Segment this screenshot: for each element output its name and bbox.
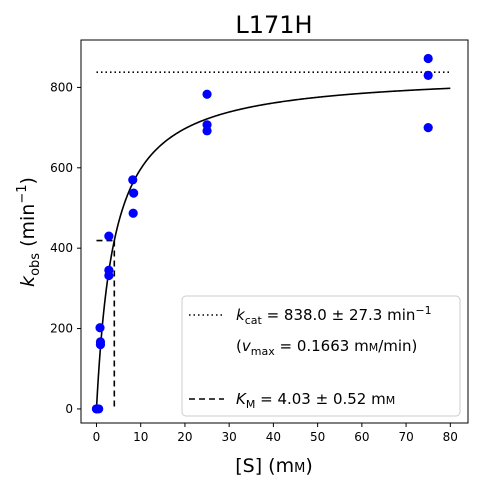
y-tick-label: 400 <box>50 241 73 255</box>
plot-frame <box>80 39 469 424</box>
data-point <box>423 70 433 80</box>
y-tick-label: 0 <box>65 402 73 416</box>
x-tick-label: 60 <box>354 430 369 444</box>
data-points <box>91 53 433 414</box>
data-point <box>423 53 433 64</box>
data-point <box>104 270 114 281</box>
fit-curve <box>95 87 451 409</box>
data-point <box>95 340 106 350</box>
x-tick-label: 50 <box>310 430 325 444</box>
x-tick-label: 10 <box>133 430 148 444</box>
guide-lines <box>96 71 451 409</box>
data-point <box>94 404 104 414</box>
data-point <box>128 208 138 218</box>
y-axis-label: kobs (min−1) <box>15 177 43 287</box>
y-tick-label: 800 <box>50 80 73 94</box>
y-tick-label: 200 <box>50 322 73 336</box>
data-point <box>128 175 138 185</box>
data-point <box>423 123 433 133</box>
data-point <box>95 323 105 333</box>
legend-km-text: KM = 4.03 ± 0.52 mM <box>236 390 395 411</box>
legend-box <box>181 295 461 417</box>
legend-vmax-text: (vmax = 0.1663 mM/min) <box>236 337 417 358</box>
y-tick-label: 600 <box>50 161 73 175</box>
data-point <box>202 89 212 99</box>
chart-title: L171H <box>235 11 312 39</box>
x-axis-label: [S] (mM) <box>235 455 313 477</box>
x-tick-label: 0 <box>93 430 101 444</box>
x-tick-label: 20 <box>177 430 192 444</box>
x-tick-label: 80 <box>443 430 458 444</box>
data-point <box>104 231 114 241</box>
x-tick-label: 40 <box>266 430 281 444</box>
x-tick-label: 30 <box>222 430 237 444</box>
data-point <box>202 126 212 136</box>
legend-kcat-text: kcat = 838.0 ± 27.3 min−1 <box>236 304 432 327</box>
legend: kcat = 838.0 ± 27.3 min−1 (vmax = 0.1663… <box>181 295 461 417</box>
x-tick-label: 70 <box>398 430 413 444</box>
data-point <box>129 188 139 198</box>
